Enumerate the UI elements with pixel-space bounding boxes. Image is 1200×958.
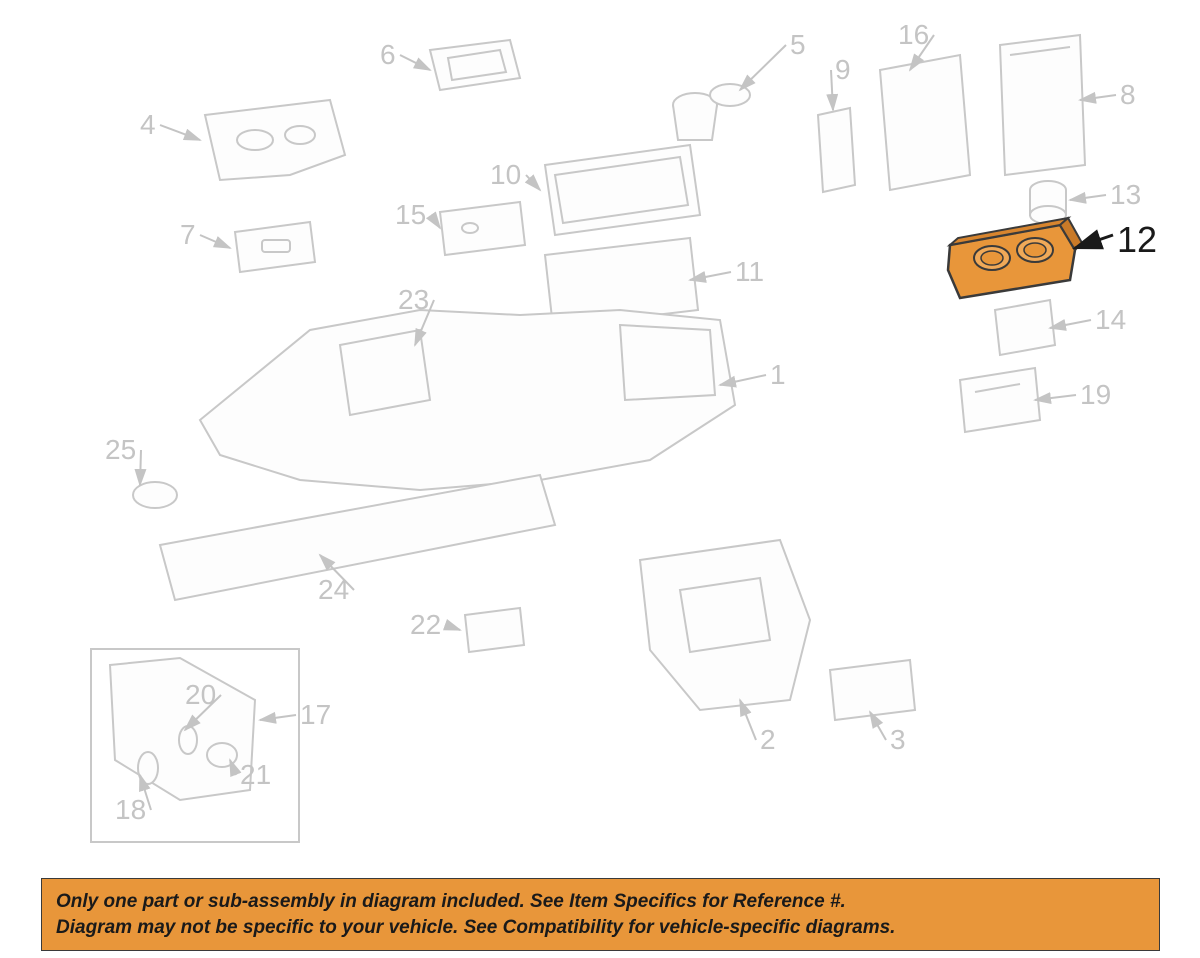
label-2: 2 [760, 724, 776, 756]
label-20: 20 [185, 679, 216, 711]
arrow-19 [1035, 395, 1076, 400]
label-16: 16 [898, 19, 929, 51]
arrow-9 [831, 70, 833, 110]
arrow-17 [260, 715, 296, 720]
arrow-3 [870, 712, 886, 740]
label-1: 1 [770, 359, 786, 391]
label-5: 5 [790, 29, 806, 61]
warning-box: Only one part or sub-assembly in diagram… [41, 878, 1160, 951]
label-15: 15 [395, 199, 426, 231]
parts-diagram: 1234567891011121314151617181920212223242… [0, 0, 1200, 870]
arrow-6 [400, 55, 430, 70]
arrow-8 [1080, 95, 1116, 100]
label-24: 24 [318, 574, 349, 606]
arrows-layer [0, 0, 1200, 870]
arrow-11 [690, 272, 731, 280]
arrow-22 [446, 625, 460, 630]
label-8: 8 [1120, 79, 1136, 111]
label-25: 25 [105, 434, 136, 466]
label-3: 3 [890, 724, 906, 756]
label-13: 13 [1110, 179, 1141, 211]
warning-line-2: Diagram may not be specific to your vehi… [56, 915, 1145, 941]
label-9: 9 [835, 54, 851, 86]
arrow-14 [1050, 320, 1091, 328]
label-23: 23 [398, 284, 429, 316]
label-12: 12 [1117, 219, 1157, 261]
label-4: 4 [140, 109, 156, 141]
label-6: 6 [380, 39, 396, 71]
arrow-7 [200, 235, 230, 248]
arrow-13 [1070, 195, 1106, 200]
arrow-12 [1075, 235, 1113, 248]
arrow-2 [740, 700, 756, 740]
label-21: 21 [240, 759, 271, 791]
label-11: 11 [735, 256, 764, 288]
label-22: 22 [410, 609, 441, 641]
warning-line-1: Only one part or sub-assembly in diagram… [56, 889, 1145, 915]
label-17: 17 [300, 699, 331, 731]
label-7: 7 [180, 219, 196, 251]
arrow-10 [526, 175, 540, 190]
arrow-5 [740, 45, 786, 90]
arrow-25 [140, 450, 141, 485]
arrow-21 [230, 760, 236, 775]
label-18: 18 [115, 794, 146, 826]
arrow-15 [431, 215, 440, 228]
arrow-1 [720, 375, 766, 385]
label-19: 19 [1080, 379, 1111, 411]
label-14: 14 [1095, 304, 1126, 336]
label-10: 10 [490, 159, 521, 191]
arrow-4 [160, 125, 200, 140]
